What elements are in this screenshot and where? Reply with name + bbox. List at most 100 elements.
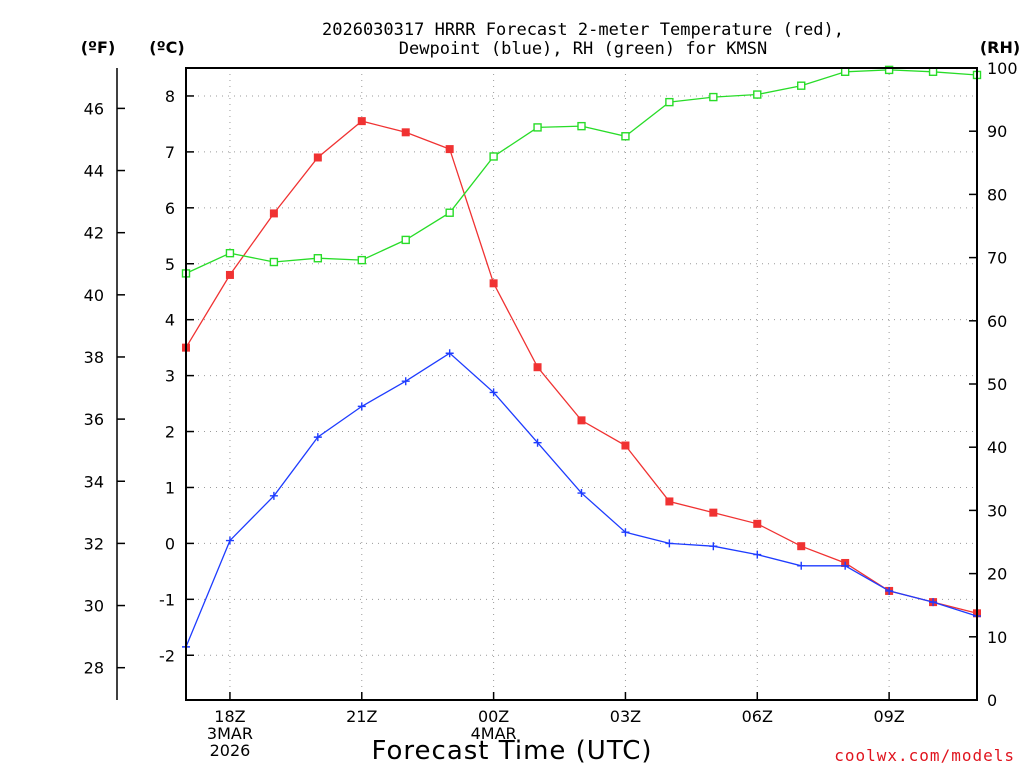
axes-layer: -2-1012345678283032343638404244460102030… (84, 59, 1018, 760)
rh-point (357, 255, 366, 265)
x-tick-label: 3MAR (207, 724, 253, 743)
dewpoint-point (533, 438, 542, 447)
x-axis-label: Forecast Time (UTC) (371, 736, 652, 766)
x-tick-label: 21Z (346, 707, 377, 726)
rh-unit-label: (RH) (980, 38, 1020, 57)
fahrenheit-tick-label: 38 (84, 348, 104, 367)
rh-tick-label: 0 (987, 691, 997, 710)
dewpoint-line (185, 352, 978, 648)
fahrenheit-tick-label: 42 (84, 224, 104, 243)
temperature-point (665, 497, 674, 506)
dewpoint-point (489, 388, 498, 397)
temperature-point (225, 270, 234, 279)
rh-point (797, 81, 806, 90)
rh-point (577, 121, 586, 131)
temperature-point (445, 145, 454, 154)
fahrenheit-tick-label: 36 (84, 410, 104, 429)
dewpoint-point (885, 586, 894, 595)
temperature-point (753, 519, 762, 528)
x-tick-label: 06Z (742, 707, 773, 726)
rh-point (840, 67, 850, 76)
fahrenheit-tick-label: 28 (84, 659, 104, 678)
rh-point (621, 132, 630, 141)
celsius-tick-label: 8 (165, 87, 175, 106)
rh-point (313, 254, 323, 263)
rh-point (884, 65, 894, 75)
dewpoint-point (313, 433, 322, 442)
temperature-point (621, 441, 630, 450)
dewpoint-point (225, 536, 234, 545)
dewpoint-point (797, 561, 806, 570)
celsius-tick-label: 4 (165, 311, 175, 330)
rh-tick-label: 90 (987, 122, 1007, 141)
dewpoint-point (401, 377, 410, 386)
temperature-point (489, 279, 498, 288)
x-tick-label: 2026 (210, 741, 251, 760)
rh-point (928, 67, 938, 76)
celsius-unit-label: (ºC) (149, 38, 184, 57)
rh-tick-label: 80 (987, 185, 1007, 204)
dewpoint-point (753, 550, 762, 559)
rh-tick-label: 100 (987, 59, 1018, 78)
rh-point (709, 92, 718, 102)
x-tick-label: 09Z (873, 707, 904, 726)
rh-point (225, 248, 235, 258)
chart-title-line1: 2026030317 HRRR Forecast 2-meter Tempera… (322, 20, 844, 40)
fahrenheit-tick-label: 40 (84, 286, 104, 305)
rh-point (269, 257, 279, 267)
plot-frame (185, 67, 978, 701)
fahrenheit-tick-label: 46 (84, 99, 104, 118)
celsius-tick-label: 3 (165, 367, 175, 386)
celsius-tick-label: 6 (165, 199, 175, 218)
celsius-tick-label: 5 (165, 255, 175, 274)
temperature-point (533, 363, 542, 372)
dewpoint-point (445, 349, 454, 358)
rh-point (401, 235, 410, 245)
temperature-point (401, 128, 410, 137)
rh-tick-label: 70 (987, 249, 1007, 268)
rh-tick-label: 60 (987, 312, 1007, 331)
rh-tick-label: 40 (987, 438, 1007, 457)
dewpoint-point (841, 561, 850, 570)
grid-layer (186, 68, 977, 700)
temperature-point (797, 542, 806, 551)
temperature-point (577, 416, 586, 425)
celsius-tick-label: -1 (159, 590, 175, 609)
celsius-tick-label: 2 (165, 423, 175, 442)
fahrenheit-tick-label: 34 (84, 472, 104, 491)
dewpoint-point (665, 539, 674, 548)
rh-point (445, 208, 454, 217)
rh-point (665, 97, 674, 107)
x-tick-label: 18Z (214, 707, 245, 726)
fahrenheit-unit-label: (ºF) (81, 38, 116, 57)
dewpoint-point (929, 598, 938, 607)
dewpoint-point (357, 402, 366, 411)
rh-tick-label: 50 (987, 375, 1007, 394)
temperature-point (313, 153, 322, 162)
chart-title-line2: Dewpoint (blue), RH (green) for KMSN (399, 39, 767, 59)
fahrenheit-tick-label: 32 (84, 534, 104, 553)
credit-text: coolwx.com/models (834, 746, 1015, 765)
celsius-tick-label: 7 (165, 143, 175, 162)
dewpoint-point (621, 528, 630, 537)
x-tick-label: 4MAR (471, 724, 517, 743)
dewpoint-point (709, 542, 718, 551)
celsius-tick-label: 0 (165, 534, 175, 553)
temperature-line (185, 120, 978, 614)
x-tick-label: 00Z (478, 707, 509, 726)
celsius-tick-label: 1 (165, 478, 175, 497)
fahrenheit-tick-label: 44 (84, 162, 104, 181)
dewpoint-point (577, 489, 586, 498)
temperature-point (269, 209, 278, 218)
temperature-point (709, 508, 718, 517)
rh-tick-label: 30 (987, 501, 1007, 520)
dewpoint-point (269, 491, 278, 500)
x-tick-label: 03Z (610, 707, 641, 726)
rh-point (753, 90, 762, 99)
celsius-tick-label: -2 (159, 646, 175, 665)
rh-point (533, 123, 542, 132)
rh-line (185, 69, 978, 274)
rh-point (489, 152, 498, 161)
series-layer (181, 65, 982, 651)
